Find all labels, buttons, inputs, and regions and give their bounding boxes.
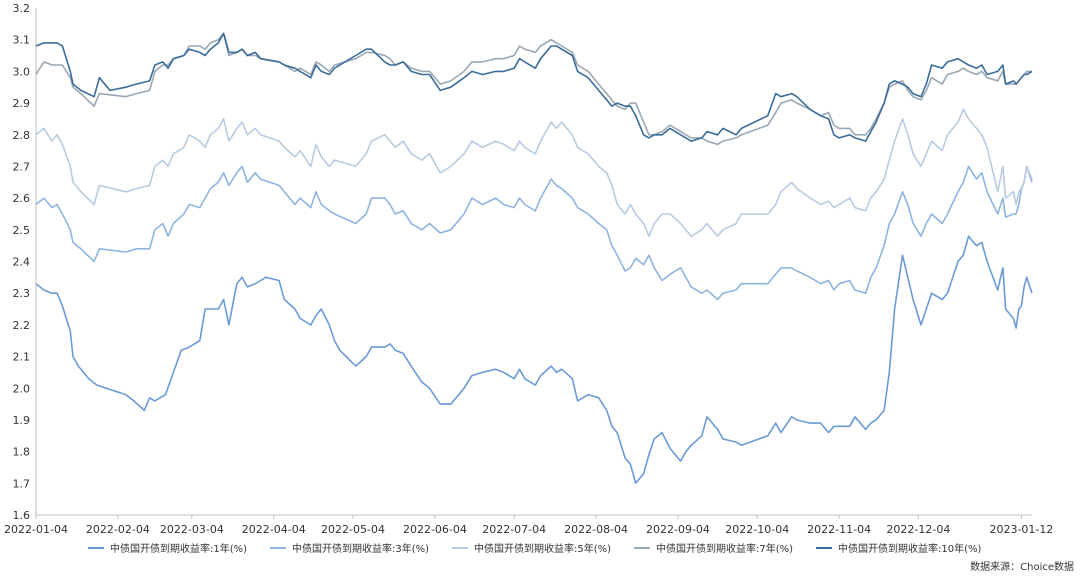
x-tick-label: 2022-01-04: [4, 523, 68, 536]
legend-label: 中债国开债到期收益率:10年(%): [838, 542, 981, 555]
x-tick-label: 2022-07-04: [482, 523, 546, 536]
y-tick-label: 2.2: [13, 319, 31, 332]
x-tick-label: 2022-04-04: [242, 523, 306, 536]
legend-label: 中债国开债到期收益率:7年(%): [656, 542, 793, 555]
y-tick-label: 2.8: [13, 129, 31, 142]
y-tick-label: 2.6: [13, 192, 31, 205]
y-tick-label: 2.4: [13, 256, 31, 269]
y-tick-label: 2.0: [13, 382, 31, 395]
data-source-label: 数据来源：Choice数据: [970, 560, 1074, 573]
legend-label: 中债国开债到期收益率:3年(%): [292, 542, 429, 555]
x-tick-label: 2022-10-04: [725, 523, 789, 536]
y-tick-label: 1.9: [13, 414, 31, 427]
series-line-3: [35, 108, 1033, 237]
x-tick-label: 2022-02-04: [86, 523, 150, 536]
x-tick-label: 2022-06-04: [403, 523, 467, 536]
y-axis: 1.6 1.7 1.8 1.9 2.0 2.1 2.2 2.3 2.4 2.5 2.6 2.7 2.8 2…: [13, 2, 37, 522]
x-tick-label: 2022-11-04: [807, 523, 871, 536]
legend-label: 中债国开债到期收益率:1年(%): [110, 542, 247, 555]
x-axis: 2022-01-04 2022-02-04 2022-03-04 2022-04-04…: [4, 514, 1053, 536]
y-tick-label: 1.7: [13, 477, 31, 490]
y-tick-label: 3.0: [13, 65, 31, 78]
x-tick-label: 2023-01-12: [989, 523, 1053, 536]
series-line-4: [35, 32, 1032, 146]
y-tick-label: 2.9: [13, 97, 31, 110]
series-line-2: [35, 165, 1033, 301]
x-tick-label: 2022-09-04: [646, 523, 710, 536]
series-line-1: [35, 235, 1033, 485]
y-tick-label: 1.6: [13, 509, 31, 522]
y-tick-label: 2.3: [13, 287, 31, 300]
x-tick-label: 2022-03-04: [160, 523, 224, 536]
y-tick-label: 2.5: [13, 224, 31, 237]
x-tick-label: 2022-12-04: [886, 523, 950, 536]
x-tick-label: 2022-05-04: [321, 523, 385, 536]
y-tick-label: 2.7: [13, 160, 31, 173]
series-line-5: [35, 32, 1033, 142]
x-tick-label: 2022-08-04: [564, 523, 628, 536]
legend-label: 中债国开债到期收益率:5年(%): [474, 542, 611, 555]
y-tick-label: 3.2: [13, 2, 31, 15]
series-lines: [35, 32, 1033, 485]
y-tick-label: 1.8: [13, 446, 31, 459]
y-tick-label: 3.1: [13, 34, 31, 47]
legend: 中债国开债到期收益率:1年(%) 中债国开债到期收益率:3年(%) 中债国开债到期收…: [88, 542, 981, 555]
y-tick-label: 2.1: [13, 351, 31, 364]
